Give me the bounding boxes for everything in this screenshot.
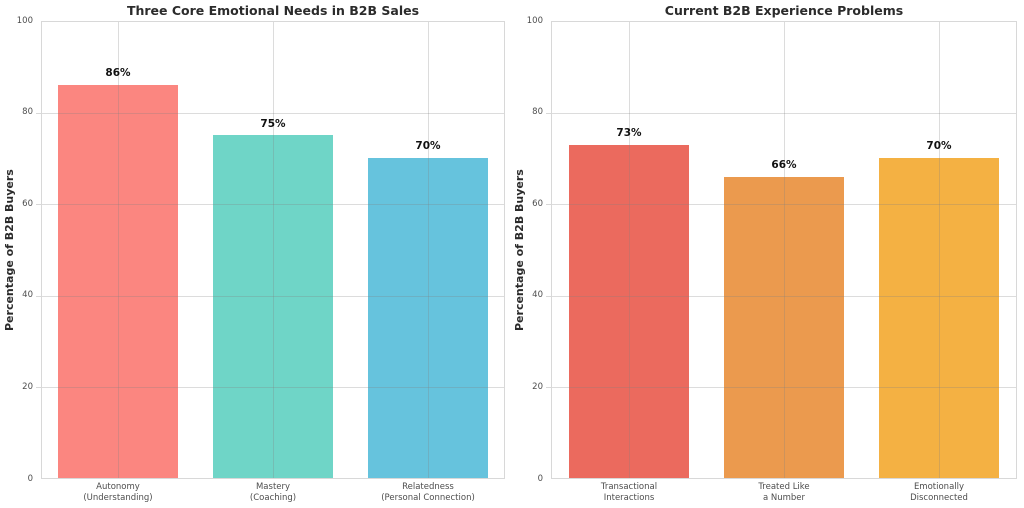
gridline-horizontal (551, 204, 1017, 205)
y-tick-mark (36, 113, 41, 114)
x-tick-label: Mastery (Coaching) (198, 482, 348, 503)
y-tick-mark (36, 387, 41, 388)
gridline-horizontal (41, 296, 505, 297)
gridline-vertical (428, 21, 429, 479)
bar (569, 145, 689, 479)
bar (368, 158, 488, 479)
gridline-vertical (273, 21, 274, 479)
value-label: 70% (415, 140, 441, 152)
y-tick-label: 40 (532, 290, 543, 300)
x-tick-label-line: Relatedness (402, 482, 454, 492)
gridline-vertical (629, 21, 630, 479)
gridline-vertical (939, 21, 940, 479)
x-tick-label-line: (Coaching) (249, 492, 297, 503)
bar (879, 158, 999, 479)
y-tick-label: 40 (22, 290, 33, 300)
y-tick-label: 80 (22, 107, 33, 117)
value-label: 86% (105, 67, 131, 79)
y-tick-mark (36, 204, 41, 205)
y-tick-mark (546, 204, 551, 205)
gridline-horizontal (41, 387, 505, 388)
y-tick-label: 60 (532, 199, 543, 209)
y-tick-mark (546, 387, 551, 388)
x-tick-label-line: Disconnected (910, 492, 968, 503)
y-tick-label: 100 (526, 16, 543, 26)
plot-area: 86% 75% 70% (41, 21, 505, 479)
y-tick-mark (36, 296, 41, 297)
gridline-horizontal (41, 113, 505, 114)
y-tick-label: 20 (22, 382, 33, 392)
x-tick-label-line: Interactions (603, 492, 655, 503)
x-tick-label-line: (Personal Connection) (381, 492, 475, 503)
y-tick-label: 0 (537, 474, 543, 484)
y-tick-label: 0 (27, 474, 33, 484)
gridline-vertical (118, 21, 119, 479)
x-tick-label: Emotionally Disconnected (864, 482, 1014, 503)
gridline-horizontal (41, 204, 505, 205)
x-tick-label-line: a Number (762, 492, 806, 503)
x-tick-label: Autonomy (Understanding) (43, 482, 193, 503)
x-tick-label-line: Autonomy (96, 482, 140, 492)
plot-area: 73% 66% 70% (551, 21, 1017, 479)
gridline-horizontal (41, 21, 505, 22)
x-tick-label: Transactional Interactions (554, 482, 704, 503)
gridline-vertical (784, 21, 785, 479)
value-label: 75% (260, 118, 286, 130)
bar (58, 85, 178, 479)
bar (213, 135, 333, 479)
bar (724, 177, 844, 479)
x-tick-label-line: Emotionally (913, 482, 965, 492)
x-tick-label-line: (Understanding) (83, 492, 153, 503)
chart-title: Current B2B Experience Problems (664, 3, 904, 18)
y-axis-label: Percentage of B2B Buyers (513, 169, 526, 331)
gridline-horizontal (551, 113, 1017, 114)
y-tick-label: 80 (532, 107, 543, 117)
x-tick-label-line: Transactional (600, 482, 658, 492)
gridline-horizontal (551, 21, 1017, 22)
y-tick-mark (546, 296, 551, 297)
value-label: 66% (771, 159, 797, 171)
chart-title: Three Core Emotional Needs in B2B Sales (126, 3, 420, 18)
gridline-horizontal (551, 387, 1017, 388)
value-label: 73% (616, 127, 642, 139)
y-tick-label: 60 (22, 199, 33, 209)
x-tick-label: Relatedness (Personal Connection) (353, 482, 503, 503)
y-tick-mark (546, 113, 551, 114)
gridline-horizontal (551, 296, 1017, 297)
x-tick-label-line: Treated Like (758, 482, 810, 492)
y-tick-label: 20 (532, 382, 543, 392)
value-label: 70% (926, 140, 952, 152)
y-tick-label: 100 (16, 16, 33, 26)
x-tick-label-line: Mastery (255, 482, 291, 492)
x-tick-label: Treated Like a Number (709, 482, 859, 503)
